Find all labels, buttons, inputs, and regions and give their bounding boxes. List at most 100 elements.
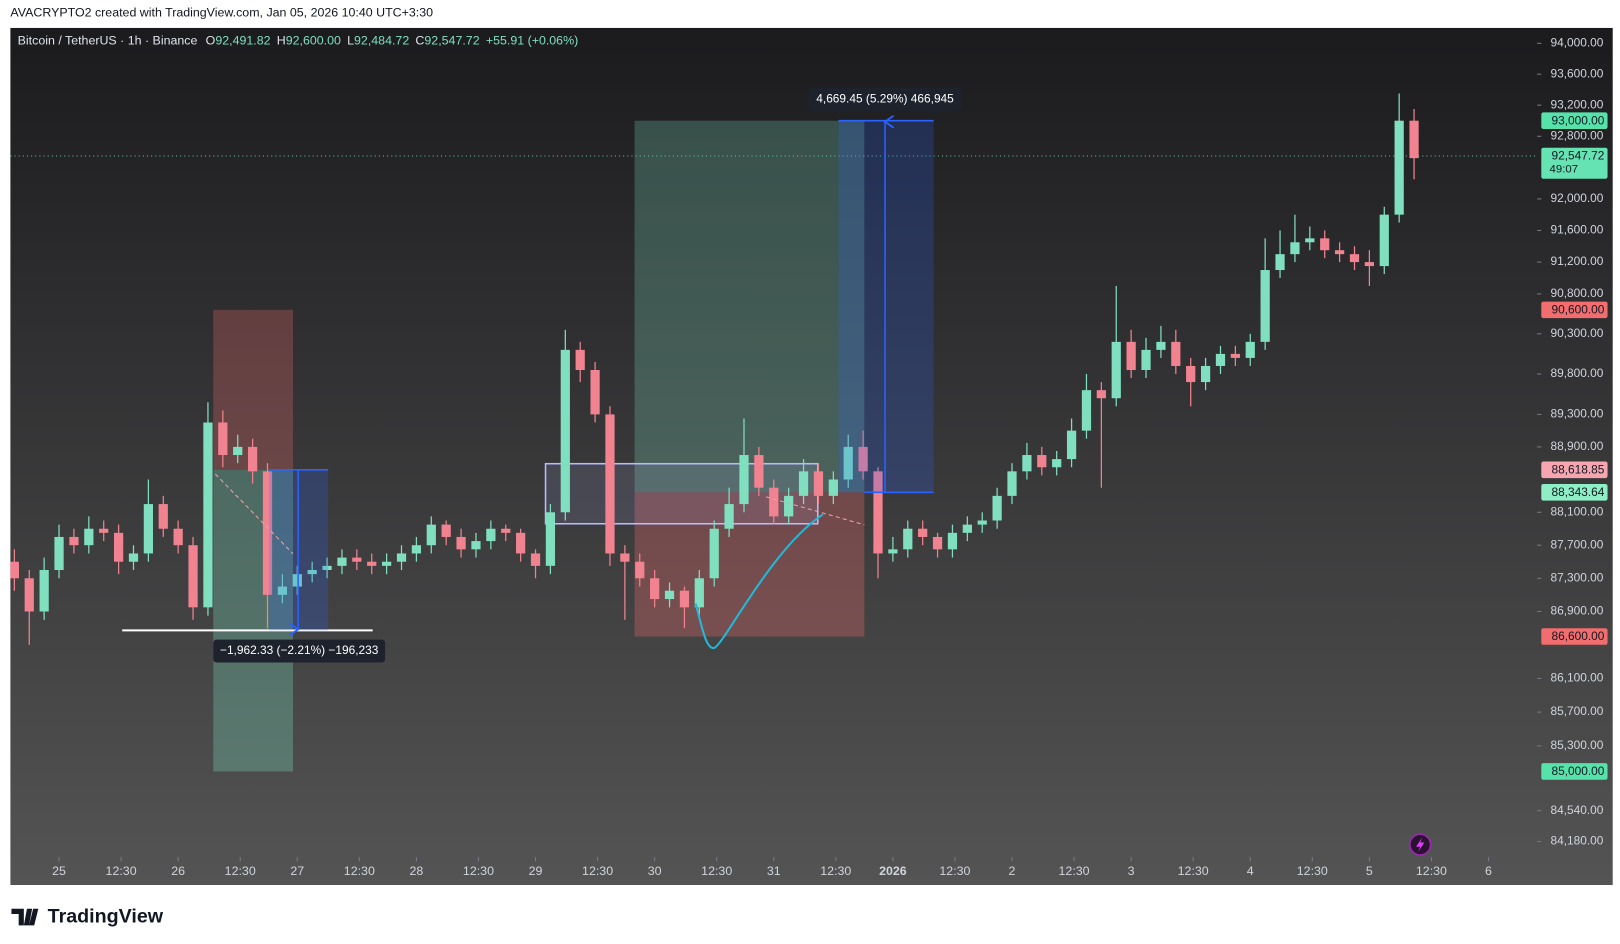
x-tick-label: 30 (648, 864, 662, 878)
y-tick-label: 87,700.00 (1550, 537, 1603, 551)
candle-body (530, 553, 541, 566)
symbol: Bitcoin / TetherUS · 1h · Binance (18, 34, 198, 48)
candle-body (396, 553, 407, 562)
candle-body (1007, 471, 1017, 496)
candle-body (128, 553, 139, 562)
candle-body (813, 471, 824, 496)
candle-body (39, 569, 49, 612)
candle-body (620, 553, 630, 562)
price-label: 88,618.85 (1552, 462, 1605, 476)
logo-mark (11, 908, 39, 926)
axes: 94,000.00 93,600.00 93,200.00 92,800.00 92,0… (52, 35, 1608, 878)
candle-body (456, 536, 466, 550)
ohlc-value: 92,491.82 (215, 34, 270, 48)
candle-body (962, 524, 972, 533)
candle-body (501, 528, 511, 533)
candle-body (694, 578, 704, 608)
candle-body (1290, 242, 1300, 255)
candle-body (679, 590, 690, 608)
y-tick-label: 84,180.00 (1550, 834, 1603, 848)
last-price-bg (1541, 147, 1608, 179)
candle-body (262, 471, 273, 595)
last-price-label: 92,547.72 (1552, 149, 1605, 163)
candle-body (1111, 341, 1121, 399)
price-label: 93,000.00 (1552, 113, 1605, 127)
ohlc-value: 92,547.72 (424, 34, 479, 48)
change: +55.91 (+0.06%) (486, 34, 578, 48)
candle-body (828, 479, 838, 496)
candle-body (858, 446, 868, 472)
candle-body (1186, 365, 1196, 383)
header: AVACRYPTO2 created with TradingView.com,… (10, 6, 433, 20)
candle-body (1364, 262, 1375, 267)
x-tick-label: 5 (1366, 864, 1373, 878)
y-tick-label: 88,900.00 (1550, 439, 1603, 453)
x-tick-label: 3 (1128, 864, 1135, 878)
candle-body (69, 536, 79, 546)
y-tick-label: 85,300.00 (1550, 738, 1603, 752)
y-tick-label: 92,000.00 (1550, 191, 1603, 205)
candle-body (1052, 459, 1062, 468)
price-label-bg (1541, 461, 1608, 479)
candle-body (1349, 254, 1360, 263)
candle-body (590, 369, 600, 415)
candle-body (1409, 120, 1419, 159)
chart-background (10, 27, 1613, 885)
measure-area (838, 120, 934, 493)
candle-body (247, 446, 258, 472)
measure-label-bg (213, 639, 386, 663)
candle-body (1260, 270, 1270, 342)
candle-body (1126, 341, 1136, 370)
x-tick-label: 12:30 (820, 864, 851, 878)
price-label-bg (1541, 484, 1608, 501)
y-tick-label: 90,300.00 (1550, 326, 1603, 340)
candle-body (1037, 455, 1047, 468)
x-tick-label: 12:30 (582, 864, 613, 878)
y-tick-label: 89,300.00 (1550, 407, 1603, 421)
y-tick-label: 90,800.00 (1550, 286, 1603, 300)
x-tick-label: 12:30 (939, 864, 970, 878)
candle-body (635, 561, 645, 579)
y-tick-label: 86,100.00 (1550, 671, 1603, 685)
price-label-bg (1541, 763, 1608, 780)
x-tick-label: 6 (1485, 864, 1492, 878)
candle-body (218, 422, 228, 456)
candle-body (560, 349, 570, 513)
candle-body (1275, 254, 1285, 271)
ohlc-key: H (277, 34, 286, 48)
candle-body (1171, 341, 1181, 366)
candle-body (158, 504, 168, 529)
candle-body (233, 446, 243, 456)
price-label-bg (1541, 628, 1608, 645)
candle-body (739, 455, 749, 505)
price-label: 88,343.64 (1552, 485, 1605, 499)
candle-body (113, 532, 124, 562)
candle-body (203, 422, 213, 608)
price-label-bg (1541, 301, 1608, 319)
candle-body (54, 536, 64, 570)
candle-body (992, 495, 1002, 521)
x-tick-label: 31 (767, 864, 781, 878)
candle-body (798, 471, 809, 496)
measure-label: 4,669.45 (5.29%) 466,945 (816, 92, 954, 106)
candle-body (1081, 390, 1092, 431)
candle-body (769, 487, 779, 517)
candle-body (1379, 214, 1389, 267)
candle-body (24, 578, 34, 612)
x-tick-label: 27 (290, 864, 304, 878)
price-label: 90,600.00 (1552, 303, 1605, 317)
candle-body (664, 590, 675, 600)
x-tick-label: 12:30 (1178, 864, 1209, 878)
candle-body (709, 528, 719, 579)
candle-body (1334, 250, 1345, 255)
ohlc-key: C (415, 34, 424, 48)
y-tick-label: 92,800.00 (1550, 128, 1603, 142)
footer-logo: TradingView (11, 905, 164, 927)
y-tick-label: 93,200.00 (1550, 97, 1603, 111)
candle-body (1245, 341, 1255, 358)
candle-body (426, 524, 436, 546)
candle-body (352, 557, 362, 562)
x-tick-label: 12:30 (463, 864, 494, 878)
